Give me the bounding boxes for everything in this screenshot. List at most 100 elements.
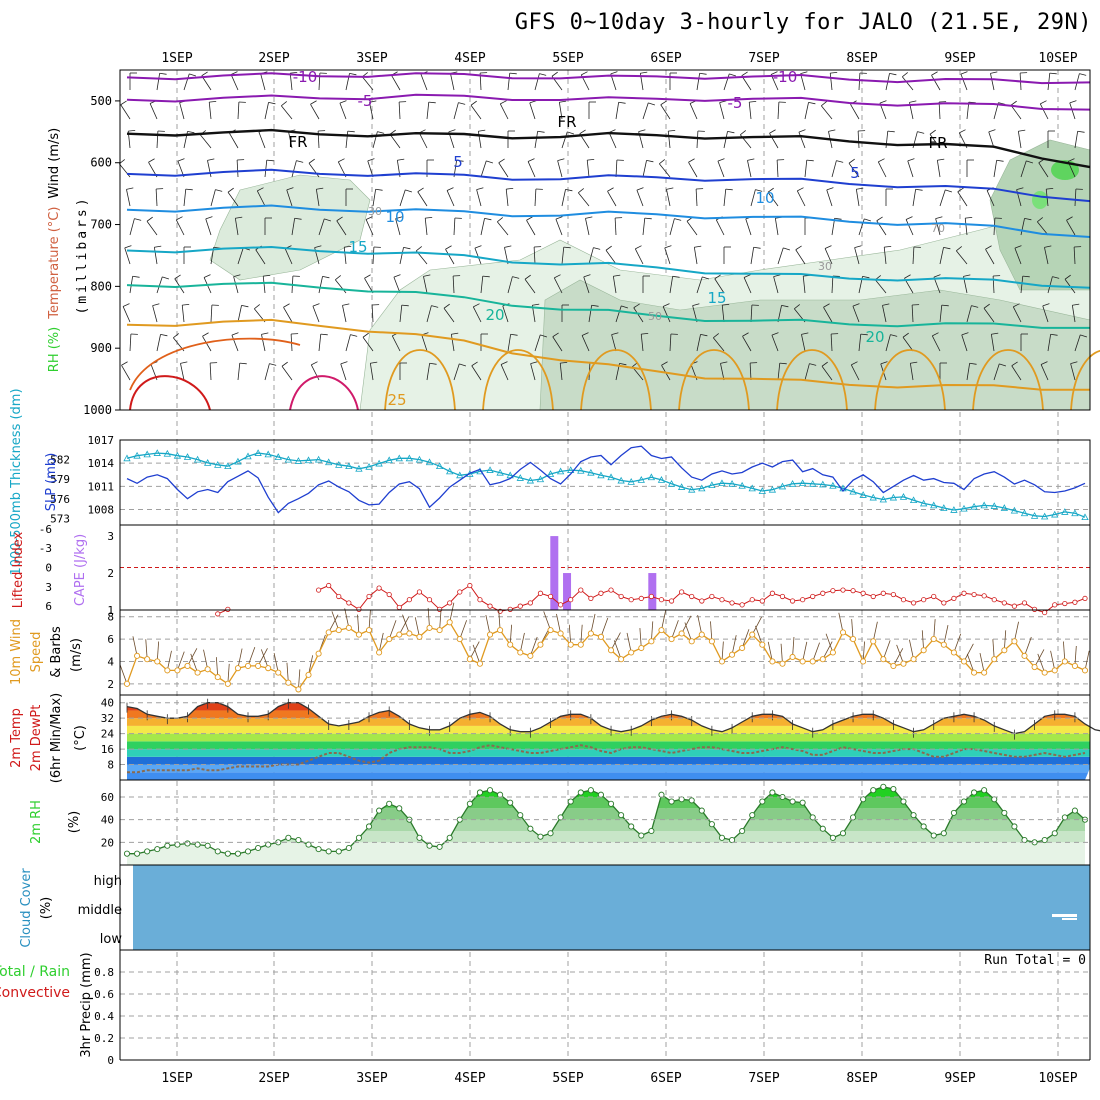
thickness-line-point [1010, 506, 1019, 514]
wind-barb-flag [779, 362, 787, 365]
wind-speed-line-point [981, 669, 988, 676]
wind-barb-flag [567, 131, 575, 135]
wind-barb [633, 307, 644, 323]
lifted-index-point [1072, 599, 1078, 605]
lifted-index-point [1082, 595, 1088, 602]
wind-barb [361, 76, 374, 91]
wind-barb-flag [473, 303, 480, 308]
y-axis-unit: (°C) [73, 725, 88, 751]
y-tick-label-left: 582 [50, 454, 70, 467]
wind-barb [585, 218, 590, 236]
wind-barb-flag [743, 274, 751, 278]
wind-barb-flag [969, 362, 977, 365]
wind-barb [993, 363, 1000, 381]
temp-band [127, 733, 1090, 742]
y-tick-label-right: 1017 [88, 434, 115, 447]
wind-barb [420, 73, 428, 91]
wind-barb-flag [335, 275, 341, 281]
y-tick-label-left: 3 [45, 581, 52, 594]
wind-barb-flag [1016, 187, 1024, 190]
wind-barb [505, 189, 509, 207]
wind-barb [1074, 334, 1081, 352]
wind-barb [261, 334, 266, 352]
wind-barb-flag [826, 187, 834, 191]
wind-barb-flag [932, 332, 939, 337]
thickness-line-point [647, 473, 656, 481]
wind-barb-flag [510, 333, 518, 336]
wind-barb [443, 308, 455, 323]
wind-barb [227, 192, 239, 207]
wind-speed-line-point [910, 656, 917, 663]
rh-band [127, 819, 1085, 831]
wind-barb-flag [890, 334, 898, 337]
wind-barb [824, 248, 833, 265]
lifted-index-point [648, 593, 654, 600]
rh-line-point [607, 800, 615, 807]
wind-barb [255, 249, 266, 265]
wind-barb-flag [662, 303, 670, 307]
wind-speed-line-point [134, 652, 141, 659]
wind-barb [459, 620, 467, 640]
thickness-line-point [869, 493, 877, 501]
wind-barb [227, 663, 230, 684]
wind-barb-flag [713, 333, 719, 339]
lifted-index-point [467, 582, 473, 589]
wind-barb [608, 132, 617, 149]
wind-barb-flag [314, 245, 322, 248]
wind-barb-flag [887, 130, 895, 133]
wind-barb [284, 248, 293, 265]
wind-barb [233, 276, 239, 294]
wind-barb [132, 636, 138, 656]
thickness-line-point [930, 501, 938, 509]
wind-speed-line-point [265, 665, 272, 672]
wind-barb [183, 189, 187, 207]
wind-barb [229, 133, 239, 149]
wind-barb-flag [241, 304, 249, 308]
wind-barb-flag [1044, 245, 1052, 248]
wind-barb-flag [798, 129, 806, 133]
wind-barb [696, 131, 699, 149]
rh-line-point [325, 848, 332, 855]
wind-barb [686, 221, 698, 236]
wind-barb [896, 644, 904, 664]
wind-barb [773, 276, 779, 294]
wind-barb [634, 248, 644, 265]
wind-barb [960, 73, 968, 91]
y-axis-label-right: SLP (mb) [44, 453, 59, 512]
wind-speed-line-point [365, 627, 373, 634]
wind-speed-line-point [567, 641, 574, 648]
wind-barb [812, 642, 820, 662]
rh-line-point [345, 844, 352, 852]
wind-barb [723, 189, 727, 207]
wind-barb-flag [497, 217, 503, 223]
wind-barb [424, 218, 428, 236]
wind-barb [921, 630, 925, 651]
wind-speed-line-point [729, 651, 736, 658]
wind-barb [1070, 363, 1076, 381]
wind-barb [1038, 162, 1049, 178]
wind-speed-line-point [517, 649, 524, 656]
wind-speed-line-point [698, 631, 705, 638]
wind-barb [1017, 131, 1022, 149]
rh-line-point [819, 825, 826, 832]
wind-barb-flag [504, 245, 512, 248]
wind-speed-line-point [1031, 663, 1038, 671]
wind-speed-line-point [214, 674, 221, 681]
wind-speed-line-point [960, 658, 968, 665]
isotherm-loop-red [289, 375, 359, 411]
thickness-line-point [698, 484, 706, 492]
wind-barb-flag [1052, 276, 1060, 279]
lifted-index-point [608, 587, 614, 593]
wind-barb [1040, 364, 1049, 381]
wind-speed-line-point [708, 638, 715, 645]
temp-band [127, 764, 1090, 773]
wind-barb-flag [484, 217, 492, 221]
contour-label: 20 [865, 328, 884, 346]
wind-barb [469, 641, 480, 660]
wind-barb [427, 607, 430, 628]
thickness-line-point [990, 502, 998, 509]
contour-label: 5 [850, 164, 860, 182]
wind-barb-flag [742, 332, 749, 337]
wind-barb-flag [555, 216, 563, 220]
wind-barb-flag [268, 101, 276, 105]
